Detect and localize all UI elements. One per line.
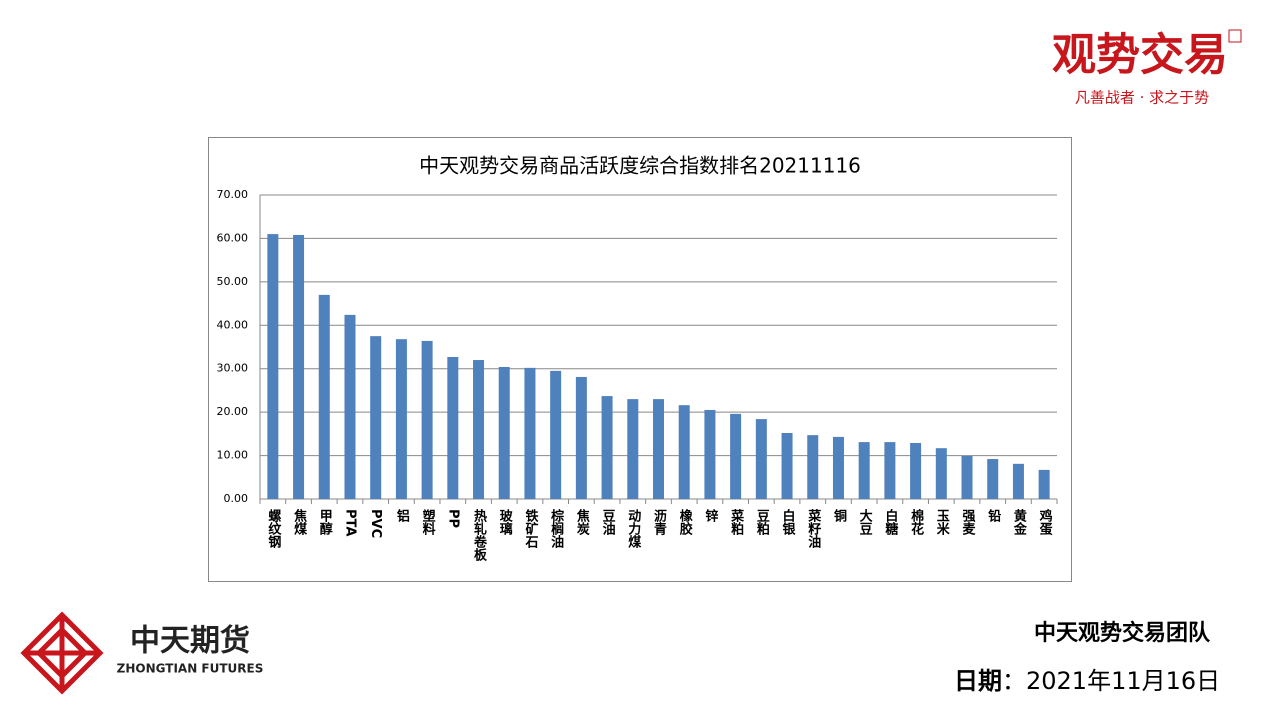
- bar: [858, 442, 870, 499]
- x-tick-label: 焦煤: [291, 508, 308, 536]
- bar: [524, 367, 536, 499]
- company-name-en: ZHONGTIAN FUTURES: [117, 662, 264, 676]
- x-tick-label: 铅: [985, 508, 1001, 523]
- y-tick-label: 40.00: [217, 318, 249, 331]
- bar: [653, 399, 664, 499]
- bar: [1038, 469, 1050, 499]
- chart: 0.00 10.00 20.00 30.00 40.00 50.00 60.00 70.00 螺…: [217, 188, 1058, 562]
- chart-title: 中天观势交易商品活跃度综合指数排名20211116: [419, 154, 861, 178]
- date-value: ：2021年11月16日: [1002, 667, 1220, 695]
- bar: [447, 356, 459, 499]
- x-tick-label: 菜粕: [728, 508, 745, 536]
- y-tick-label: 50.00: [217, 275, 249, 288]
- x-tick-label: 白糖: [882, 508, 898, 536]
- bar: [935, 448, 947, 499]
- x-tick-label: PTA: [342, 509, 357, 536]
- x-tick-label: 豆油: [600, 509, 616, 536]
- x-tick-label: 棕榈油: [548, 508, 565, 549]
- company-logo: [20, 611, 104, 695]
- bar: [730, 413, 742, 499]
- bar: [370, 336, 382, 499]
- x-tick-label: 塑料: [420, 508, 436, 536]
- x-tick-label: 玻璃: [497, 508, 513, 536]
- bar: [961, 456, 973, 499]
- brand-seal: [1228, 29, 1242, 43]
- bar: [832, 436, 844, 499]
- bar: [498, 366, 510, 499]
- bar: [704, 409, 716, 499]
- y-tick-label: 60.00: [217, 231, 249, 244]
- x-tick-label: 铜: [831, 508, 848, 523]
- bar: [627, 399, 639, 499]
- x-tick-label: 白银: [780, 508, 796, 536]
- bar: [344, 314, 356, 499]
- company-name: 中天期货: [130, 624, 250, 659]
- x-tick-label: 豆粕: [754, 509, 770, 536]
- x-tick-label: 铝: [394, 508, 410, 523]
- bar: [550, 370, 562, 499]
- bar: [781, 432, 793, 499]
- bar: [318, 294, 330, 499]
- x-tick-label: 沥青: [651, 509, 667, 536]
- x-tick-label: 菜籽油: [805, 508, 822, 549]
- x-tick-label: PP: [445, 509, 460, 528]
- bar: [910, 442, 922, 499]
- team-name: 中天观势交易团队: [1034, 620, 1211, 646]
- bar: [884, 442, 896, 499]
- x-tick-label: 热轧卷板: [471, 508, 487, 562]
- bar: [1012, 463, 1024, 499]
- brand-name: 观势交易: [1052, 30, 1228, 81]
- logo-cross: [24, 615, 100, 691]
- x-tick-label: 铁矿石: [522, 508, 539, 549]
- y-tick-label: 30.00: [217, 362, 249, 375]
- brand-slogan: 凡善战者 · 求之于势: [1075, 89, 1209, 107]
- y-tick-label: 70.00: [217, 188, 249, 201]
- bar: [601, 396, 613, 499]
- date-label: 日期: [954, 667, 1002, 695]
- x-tick-label: 螺纹钢: [265, 508, 281, 549]
- y-tick-label: 20.00: [217, 405, 249, 418]
- bar: [421, 340, 433, 499]
- x-tick-label: 棉花: [908, 508, 924, 536]
- bar: [987, 459, 999, 499]
- x-tick-label: 锌: [702, 508, 718, 523]
- bar: [267, 234, 279, 500]
- bar: [293, 234, 305, 499]
- x-tick-label: 玉米: [934, 509, 950, 536]
- x-tick-label: 橡胶: [677, 508, 693, 536]
- x-tick-label: 甲醇: [317, 509, 333, 536]
- x-tick-label: 大豆: [857, 508, 873, 535]
- x-tick-label: 焦炭: [574, 508, 591, 536]
- bar: [473, 360, 485, 499]
- x-tick-label: 动力煤: [625, 509, 641, 549]
- y-tick-label: 0.00: [224, 492, 249, 505]
- bar: [755, 419, 767, 499]
- bar: [678, 405, 690, 499]
- x-tick-label: 鸡蛋: [1037, 508, 1054, 536]
- bar: [395, 339, 407, 499]
- x-tick-label: PVC: [368, 509, 383, 538]
- x-tick-label: 强麦: [960, 509, 976, 536]
- bar: [575, 376, 587, 499]
- y-tick-label: 10.00: [217, 449, 249, 462]
- bar: [807, 435, 819, 499]
- x-tick-label: 黄金: [1011, 508, 1028, 536]
